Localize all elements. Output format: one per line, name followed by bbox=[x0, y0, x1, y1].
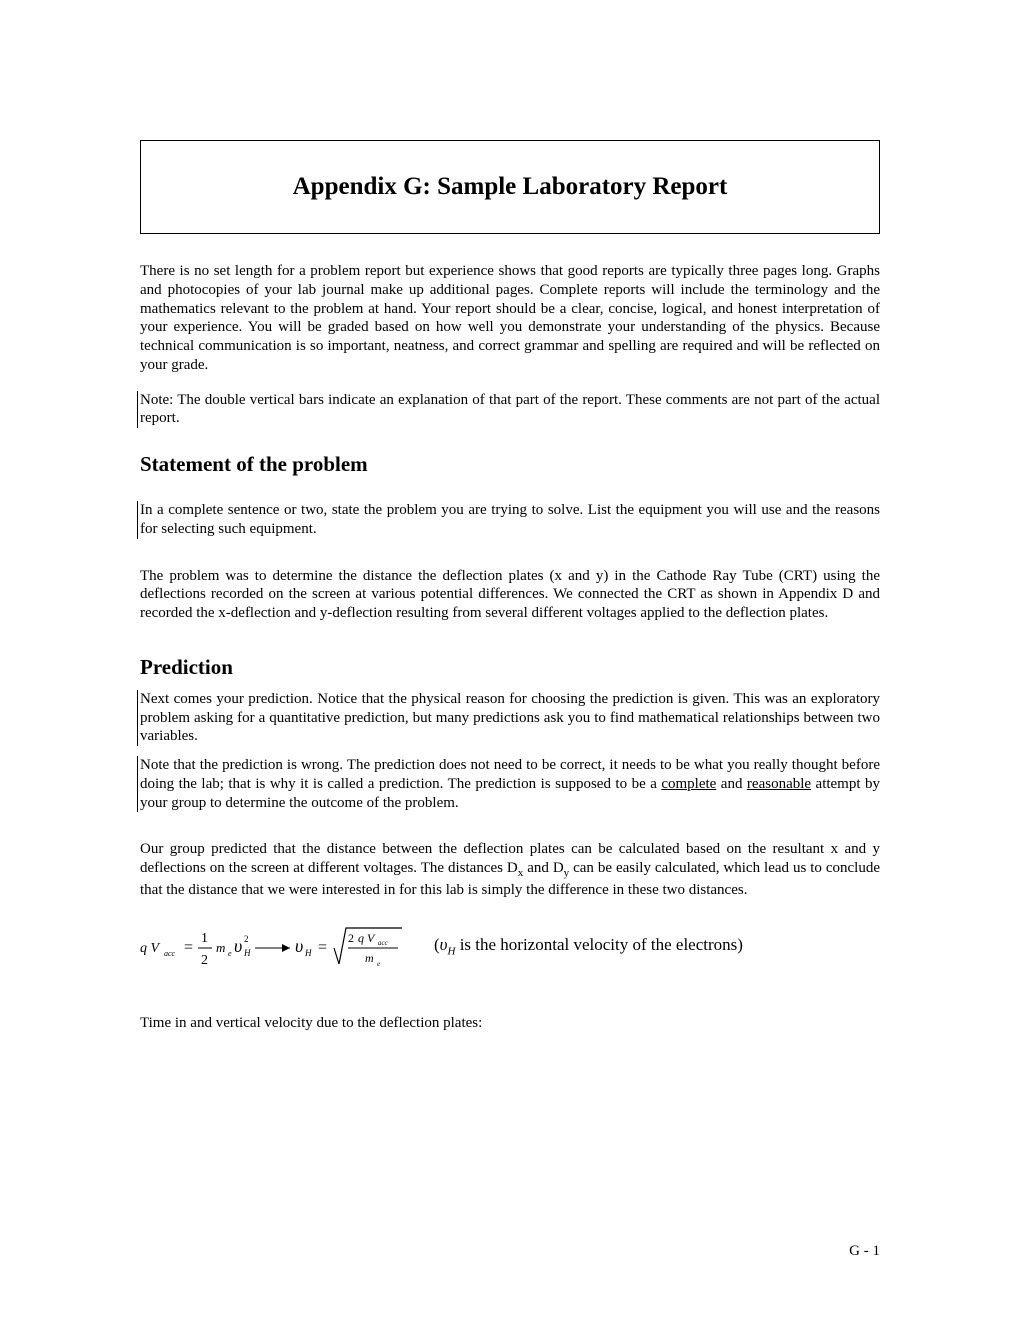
equation-row: q V acc = 1 2 m e υ H 2 υ H = 2 q V acc … bbox=[140, 920, 880, 974]
svg-text:m: m bbox=[365, 951, 374, 965]
svg-text:=: = bbox=[184, 939, 193, 956]
svg-text:υ: υ bbox=[295, 936, 303, 956]
note-paragraph: Note: The double vertical bars indicate … bbox=[137, 391, 880, 429]
svg-text:m: m bbox=[216, 940, 225, 955]
note2-u2: reasonable bbox=[747, 776, 811, 792]
section-heading-statement: Statement of the problem bbox=[140, 452, 880, 477]
svg-text:H: H bbox=[243, 948, 251, 958]
page-number: G - 1 bbox=[849, 1243, 880, 1260]
title-box: Appendix G: Sample Laboratory Report bbox=[140, 140, 880, 234]
note2-mid: and bbox=[716, 776, 747, 792]
svg-text:e: e bbox=[228, 949, 232, 958]
svg-text:acc: acc bbox=[378, 939, 389, 947]
svg-text:q V: q V bbox=[140, 941, 161, 956]
intro-paragraph: There is no set length for a problem rep… bbox=[140, 262, 880, 375]
equation-svg: q V acc = 1 2 m e υ H 2 υ H = 2 q V acc … bbox=[140, 920, 410, 974]
svg-text:υ: υ bbox=[234, 936, 242, 956]
section-heading-prediction: Prediction bbox=[140, 655, 880, 680]
svg-text:1: 1 bbox=[201, 931, 208, 946]
svg-text:2: 2 bbox=[201, 953, 208, 968]
svg-text:2: 2 bbox=[348, 931, 354, 945]
svg-text:=: = bbox=[318, 939, 327, 956]
body-mid1: and D bbox=[523, 860, 563, 876]
page-title: Appendix G: Sample Laboratory Report bbox=[161, 173, 859, 201]
section3-line: Time in and vertical velocity due to the… bbox=[140, 1014, 880, 1033]
svg-text:q V: q V bbox=[358, 931, 376, 945]
section2-note2: Note that the prediction is wrong. The p… bbox=[137, 756, 880, 812]
section2-body: Our group predicted that the distance be… bbox=[140, 840, 880, 899]
equation-description: (υH is the horizontal velocity of the el… bbox=[434, 935, 743, 957]
note2-u1: complete bbox=[661, 776, 716, 792]
section2-note1: Next comes your prediction. Notice that … bbox=[137, 690, 880, 746]
desc-post: is the horizontal velocity of the electr… bbox=[455, 935, 743, 954]
section1-note: In a complete sentence or two, state the… bbox=[137, 501, 880, 539]
svg-text:acc: acc bbox=[164, 949, 176, 958]
svg-text:e: e bbox=[377, 960, 380, 968]
svg-text:H: H bbox=[304, 948, 312, 958]
svg-text:2: 2 bbox=[244, 934, 249, 944]
section1-body: The problem was to determine the distanc… bbox=[140, 567, 880, 623]
